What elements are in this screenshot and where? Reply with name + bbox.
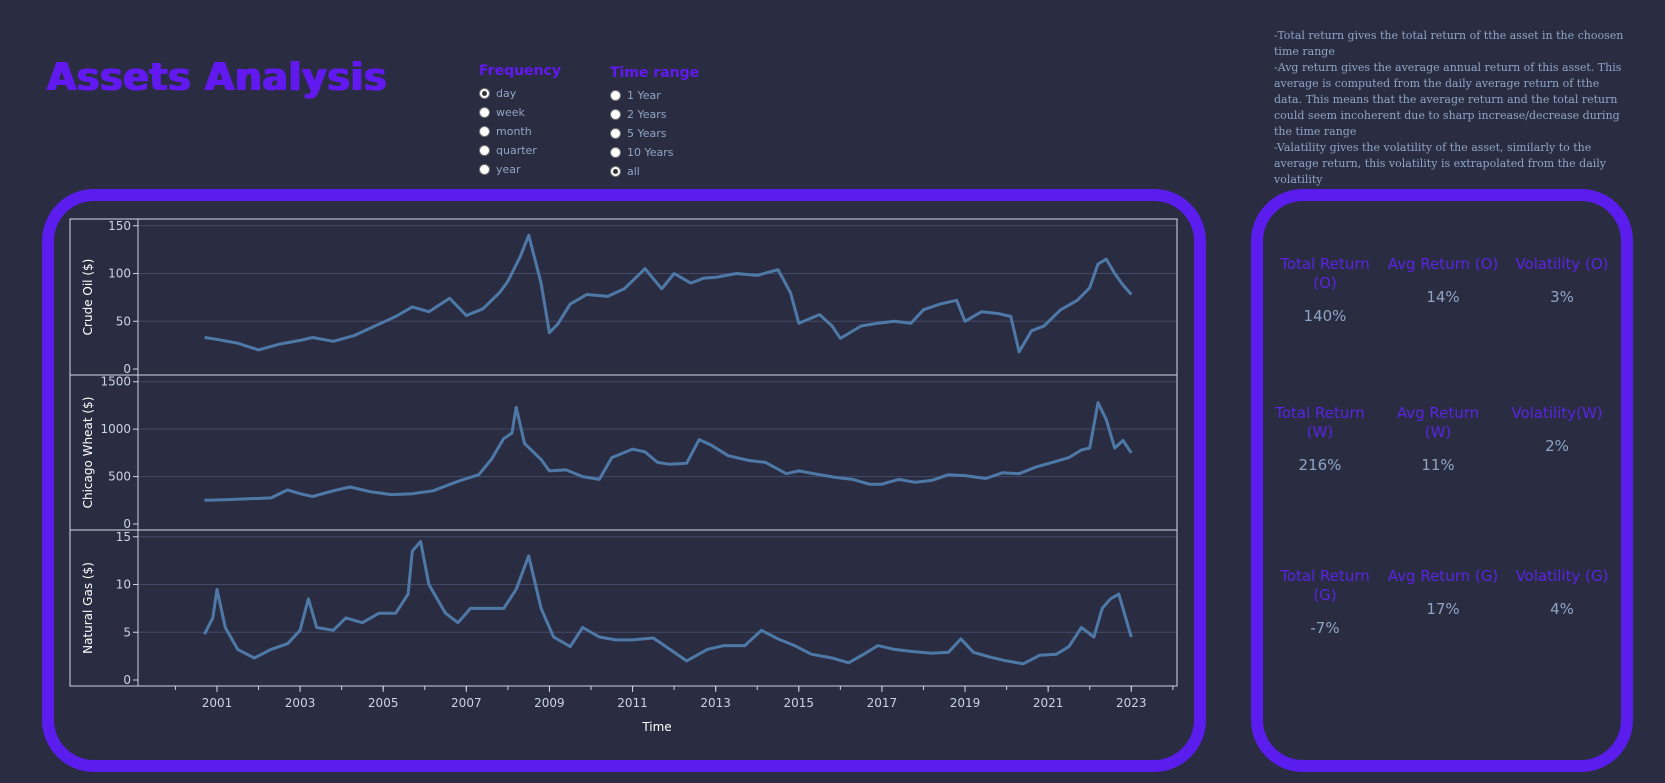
stat-volatility-o: Volatility (O) 3% [1506, 255, 1618, 306]
stat-value: 3% [1506, 288, 1618, 306]
frequency-title: Frequency [479, 63, 561, 79]
chart-card [42, 189, 1206, 772]
stat-label: Volatility (G) [1506, 567, 1618, 586]
time-range-selector: Time range 1 Year 2 Years 5 Years 10 Years a… [610, 65, 699, 181]
time-range-option-2-years[interactable]: 2 Years [610, 105, 699, 124]
stat-avg-return-o: Avg Return (O) 14% [1387, 255, 1499, 306]
stat-label: Avg Return (G) [1387, 567, 1499, 586]
time-range-option-label: 1 Year [627, 89, 661, 102]
frequency-option-month[interactable]: month [479, 122, 561, 141]
frequency-option-label: week [496, 106, 525, 119]
frequency-option-quarter[interactable]: quarter [479, 141, 561, 160]
stat-total-return-g: Total Return (G) -7% [1269, 567, 1381, 637]
time-range-option-all[interactable]: all [610, 162, 699, 181]
time-range-option-5-years[interactable]: 5 Years [610, 124, 699, 143]
stat-avg-return-w: Avg Return (W) 11% [1382, 404, 1494, 474]
frequency-option-year[interactable]: year [479, 160, 561, 179]
radio-button[interactable] [479, 126, 490, 137]
stat-value: 2% [1501, 437, 1613, 455]
stat-value: 17% [1387, 600, 1499, 618]
frequency-selector: Frequency day week month quarter year [479, 63, 561, 179]
frequency-option-day[interactable]: day [479, 84, 561, 103]
stat-volatility-w: Volatility(W) 2% [1501, 404, 1613, 455]
time-range-option-label: 2 Years [627, 108, 667, 121]
radio-button[interactable] [610, 166, 621, 177]
stat-label: Avg Return (W) [1382, 404, 1494, 442]
frequency-option-week[interactable]: week [479, 103, 561, 122]
time-range-option-label: all [627, 165, 640, 178]
frequency-option-label: year [496, 163, 521, 176]
stat-value: 14% [1387, 288, 1499, 306]
frequency-option-label: day [496, 87, 516, 100]
radio-button[interactable] [610, 128, 621, 139]
radio-button[interactable] [479, 145, 490, 156]
stat-value: 140% [1269, 307, 1381, 325]
time-range-option-label: 5 Years [627, 127, 667, 140]
time-range-option-10-years[interactable]: 10 Years [610, 143, 699, 162]
radio-button[interactable] [479, 107, 490, 118]
time-range-title: Time range [610, 65, 699, 81]
stat-label: Volatility (O) [1506, 255, 1618, 274]
stat-label: Total Return (W) [1264, 404, 1376, 442]
help-total-return: -Total return gives the total return of … [1274, 28, 1624, 60]
radio-button[interactable] [479, 88, 490, 99]
help-text: -Total return gives the total return of … [1274, 28, 1624, 188]
stat-label: Total Return (O) [1269, 255, 1381, 293]
stat-label: Total Return (G) [1269, 567, 1381, 605]
help-avg-return: -Avg return gives the average annual ret… [1274, 60, 1624, 140]
stat-value: -7% [1269, 619, 1381, 637]
frequency-option-label: month [496, 125, 532, 138]
stat-total-return-w: Total Return (W) 216% [1264, 404, 1376, 474]
stat-value: 4% [1506, 600, 1618, 618]
stat-value: 11% [1382, 456, 1494, 474]
help-volatility: -Valatility gives the volatility of the … [1274, 140, 1624, 188]
stat-volatility-g: Volatility (G) 4% [1506, 567, 1618, 618]
stat-total-return-o: Total Return (O) 140% [1269, 255, 1381, 325]
frequency-option-label: quarter [496, 144, 537, 157]
radio-button[interactable] [610, 109, 621, 120]
time-range-option-1-year[interactable]: 1 Year [610, 86, 699, 105]
time-range-option-label: 10 Years [627, 146, 674, 159]
radio-button[interactable] [479, 164, 490, 175]
stat-label: Volatility(W) [1501, 404, 1613, 423]
stat-value: 216% [1264, 456, 1376, 474]
radio-button[interactable] [610, 147, 621, 158]
stat-avg-return-g: Avg Return (G) 17% [1387, 567, 1499, 618]
radio-button[interactable] [610, 90, 621, 101]
app-title: Assets Analysis [47, 55, 387, 99]
stat-label: Avg Return (O) [1387, 255, 1499, 274]
